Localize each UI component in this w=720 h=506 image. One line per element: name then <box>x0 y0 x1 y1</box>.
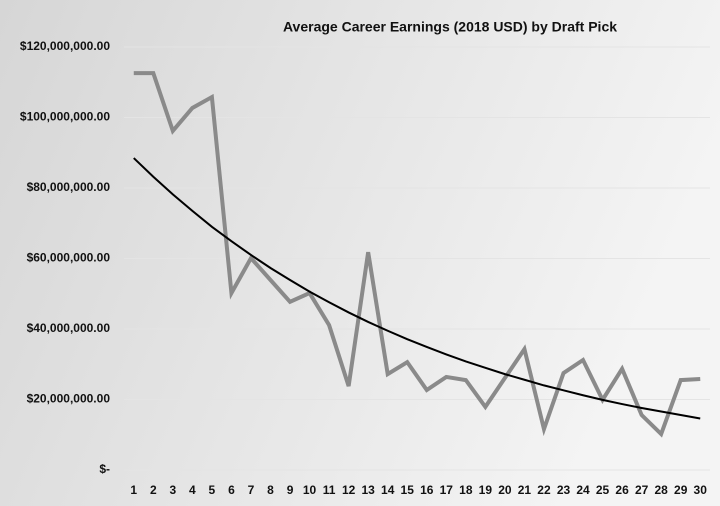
x-tick-label: 1 <box>130 483 137 497</box>
y-tick-label: $120,000,000.00 <box>20 39 110 53</box>
x-tick-label: 14 <box>381 483 395 497</box>
y-tick-label: $40,000,000.00 <box>27 321 111 335</box>
x-tick-label: 25 <box>596 483 610 497</box>
x-tick-label: 6 <box>228 483 235 497</box>
x-tick-label: 12 <box>342 483 356 497</box>
y-tick-label: $60,000,000.00 <box>27 251 111 265</box>
x-tick-label: 26 <box>615 483 629 497</box>
x-tick-label: 4 <box>189 483 196 497</box>
y-tick-label: $20,000,000.00 <box>27 392 111 406</box>
x-tick-label: 9 <box>287 483 294 497</box>
y-tick-label: $- <box>99 462 110 476</box>
data-line <box>133 71 701 438</box>
x-tick-label: 17 <box>440 483 454 497</box>
y-tick-label: $100,000,000.00 <box>20 110 110 124</box>
chart-title: Average Career Earnings (2018 USD) by Dr… <box>283 19 617 35</box>
x-tick-label: 18 <box>459 483 473 497</box>
x-tick-label: 24 <box>576 483 590 497</box>
x-tick-label: 19 <box>479 483 493 497</box>
trend-line <box>133 157 701 420</box>
x-tick-label: 3 <box>169 483 176 497</box>
x-tick-label: 23 <box>557 483 571 497</box>
x-tick-label: 27 <box>635 483 649 497</box>
x-tick-label: 20 <box>498 483 512 497</box>
y-tick-label: $80,000,000.00 <box>27 180 111 194</box>
x-tick-label: 28 <box>654 483 668 497</box>
x-tick-label: 29 <box>674 483 688 497</box>
x-tick-label: 16 <box>420 483 434 497</box>
x-tick-label: 5 <box>209 483 216 497</box>
x-tick-label: 21 <box>518 483 532 497</box>
x-tick-label: 11 <box>323 483 336 497</box>
x-tick-label: 7 <box>248 483 255 497</box>
x-tick-label: 8 <box>267 483 274 497</box>
x-tick-label: 15 <box>401 483 415 497</box>
x-tick-label: 10 <box>303 483 317 497</box>
x-tick-label: 22 <box>537 483 551 497</box>
x-tick-label: 13 <box>361 483 375 497</box>
x-tick-label: 2 <box>150 483 157 497</box>
x-tick-label: 30 <box>694 483 708 497</box>
